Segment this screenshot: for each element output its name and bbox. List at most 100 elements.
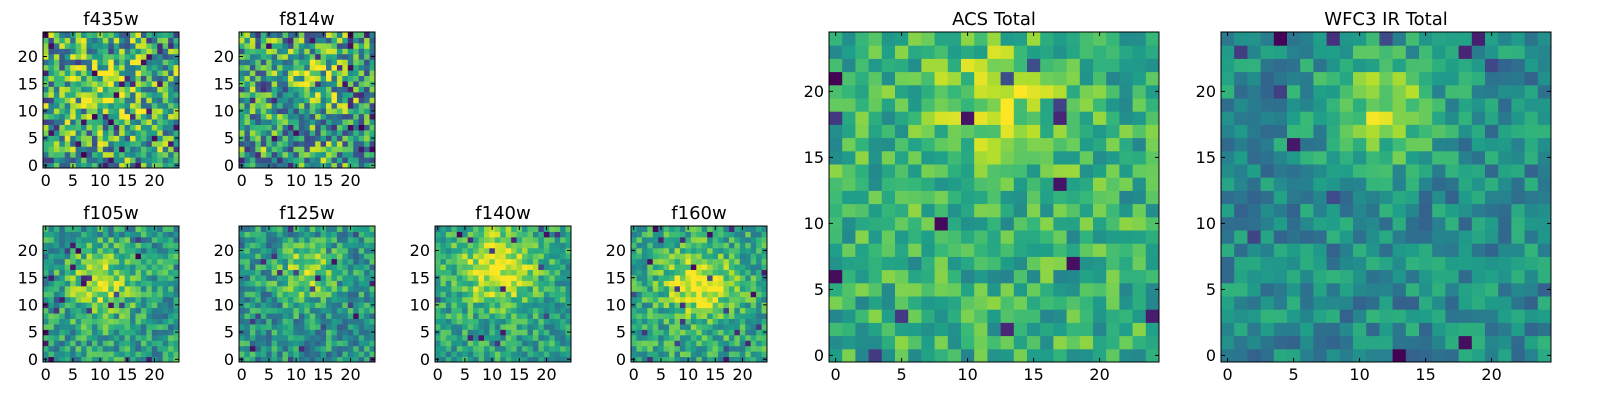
heatmap-cell [353, 70, 360, 77]
heatmap-cell [266, 296, 273, 303]
heatmap-cell [255, 108, 262, 115]
heatmap-cell [1093, 190, 1107, 205]
heatmap-cell [320, 64, 327, 71]
heatmap-cell [64, 113, 71, 120]
heatmap-cell [669, 356, 676, 363]
heatmap-cell [456, 269, 463, 276]
heatmap-cell [135, 113, 142, 120]
heatmap-cell [696, 340, 703, 347]
heatmap-cell [140, 253, 147, 260]
heatmap-cell [48, 313, 55, 319]
heatmap-cell [1313, 230, 1328, 244]
heatmap-cell [287, 345, 294, 352]
heatmap-cell [298, 356, 305, 363]
heatmap-cell [326, 70, 332, 77]
heatmap-cell [631, 291, 637, 298]
heatmap-cell [146, 37, 153, 44]
heatmap-cell [130, 264, 136, 271]
heatmap-cell [1079, 322, 1094, 337]
heatmap-cell [1339, 348, 1354, 363]
heatmap-cell [1145, 230, 1160, 244]
heatmap-cell [168, 274, 175, 281]
heatmap-cell [255, 91, 262, 98]
y-tick-label: 15 [214, 268, 234, 287]
heatmap-cell [707, 231, 714, 238]
heatmap-cell [489, 269, 496, 276]
heatmap-cell [244, 42, 251, 49]
heatmap-cell [829, 216, 843, 231]
heatmap-cell [255, 258, 262, 265]
heatmap-cell [260, 356, 267, 363]
heatmap-cell [271, 59, 278, 66]
heatmap-cell [701, 345, 708, 352]
heatmap-cell [70, 280, 77, 287]
heatmap-cell [342, 280, 349, 287]
heatmap-cell [1027, 348, 1041, 363]
heatmap-cell [353, 146, 360, 153]
heatmap-cell [961, 32, 975, 46]
heatmap-cell [135, 258, 142, 265]
heatmap-cell [271, 345, 278, 352]
heatmap-cell [124, 80, 131, 87]
heatmap-cell [1392, 216, 1407, 231]
heatmap-cell [358, 307, 365, 314]
heatmap-cell [1000, 164, 1015, 178]
heatmap-cell [921, 243, 936, 257]
heatmap-cell [1079, 124, 1094, 139]
heatmap-cell [59, 269, 66, 276]
heatmap-cell [511, 247, 518, 254]
heatmap-cell [309, 258, 316, 265]
heatmap-cell [701, 274, 708, 281]
heatmap-cell [331, 32, 338, 38]
heatmap-cell [320, 318, 327, 325]
heatmap-cell [1458, 269, 1473, 284]
heatmap-cell [249, 242, 256, 249]
heatmap-cell [739, 334, 746, 341]
heatmap-cell [669, 253, 676, 260]
heatmap-cell [718, 296, 724, 303]
heatmap-cell [353, 356, 360, 363]
heatmap-cell [696, 296, 703, 303]
heatmap-cell [260, 334, 267, 341]
heatmap-cell [113, 334, 120, 341]
heatmap-cell [53, 340, 60, 347]
heatmap-cell [947, 71, 962, 86]
heatmap-cell [157, 32, 164, 38]
heatmap-cell [358, 226, 365, 232]
heatmap-cell [124, 75, 131, 82]
heatmap-cell [440, 253, 447, 260]
heatmap-cell [712, 236, 719, 243]
heatmap-cell [1234, 243, 1248, 257]
heatmap-cell [81, 285, 88, 292]
heatmap-cell [70, 302, 77, 309]
heatmap-cell [855, 203, 870, 218]
heatmap-cell [947, 98, 962, 112]
heatmap-cell [987, 190, 1002, 205]
heatmap-cell [260, 146, 267, 153]
heatmap-cell [1313, 309, 1328, 323]
heatmap-cell [239, 102, 245, 109]
heatmap-cell [157, 64, 164, 71]
heatmap-cell [679, 285, 686, 292]
heatmap-cell [1458, 322, 1473, 337]
heatmap-cell [1027, 243, 1041, 257]
heatmap-cell [1260, 164, 1275, 178]
heatmap-cell [1392, 296, 1407, 310]
heatmap-cell [1119, 216, 1134, 231]
heatmap-cell [1511, 243, 1526, 257]
heatmap-cell [59, 291, 66, 298]
heatmap-cell [91, 75, 98, 82]
heatmap-cell [1106, 164, 1120, 178]
heatmap-cell [1027, 111, 1041, 125]
heatmap-cell [130, 242, 136, 249]
heatmap-cell [473, 269, 480, 276]
heatmap-cell [631, 296, 637, 303]
heatmap-cell [277, 157, 284, 164]
heatmap-cell [761, 280, 768, 287]
heatmap-cell [532, 231, 539, 238]
heatmap-cell [494, 356, 501, 363]
heatmap-cell [1247, 309, 1262, 323]
heatmap-cell [1221, 282, 1235, 297]
heatmap-cell [908, 111, 922, 125]
heatmap-cell [91, 340, 98, 347]
